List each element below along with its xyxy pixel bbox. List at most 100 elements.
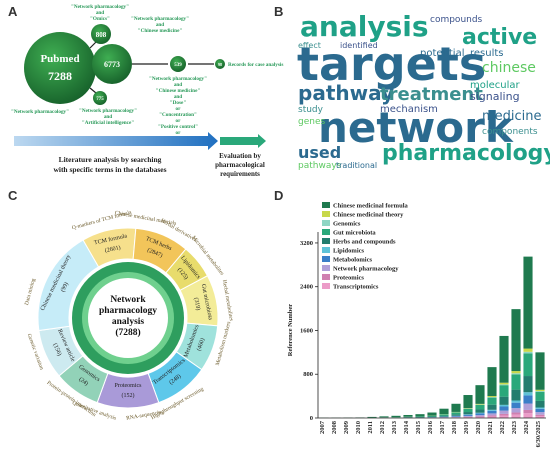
bar-segment [535, 400, 545, 408]
word: treatment [380, 84, 483, 105]
y-axis-label: Reference Number [287, 304, 294, 357]
bar-segment [391, 415, 401, 418]
word: effect [298, 41, 321, 50]
bar-segment [427, 412, 437, 416]
bar-segment [511, 412, 521, 415]
bar-segment [439, 415, 449, 417]
step-arrow [14, 132, 218, 150]
bar-segment [523, 256, 533, 349]
bar-segment [535, 414, 545, 417]
segment-count: (2601) [104, 244, 121, 254]
pubmed-count: 7288 [48, 69, 72, 83]
legend-swatch [322, 220, 330, 226]
x-tick-label: 2022 [499, 421, 506, 434]
word: molecular [470, 80, 521, 91]
bar-segment [463, 395, 473, 409]
word: chinese [482, 60, 536, 76]
bar-segment [535, 389, 545, 392]
word: pharmacology [382, 141, 550, 166]
x-tick-label: 2012 [379, 421, 386, 434]
bar-segment [511, 309, 521, 372]
word: components [482, 127, 538, 137]
x-tick-label: 2013 [391, 420, 398, 434]
bar-segment [523, 376, 533, 393]
query: "Network pharmacology" [149, 76, 207, 82]
bar-segment [427, 416, 437, 418]
arrow [89, 87, 97, 94]
segment-count: (156) [51, 342, 63, 357]
x-tick-label: 2010 [355, 421, 362, 434]
count: 775 [96, 97, 104, 102]
y-tick-label: 2400 [300, 284, 313, 291]
center [88, 278, 168, 358]
center-text: pharmacology [99, 306, 157, 316]
bar-segment [523, 409, 533, 414]
bar-segment [523, 403, 533, 410]
x-tick-label: 2009 [343, 420, 350, 434]
x-tick-label: 2014 [403, 420, 410, 434]
bar-segment [499, 384, 509, 386]
segment-count: (152) [122, 392, 135, 399]
bar-segment [499, 335, 509, 383]
panel-label: C [8, 188, 18, 203]
word: network [318, 103, 514, 152]
bar-segment [499, 410, 509, 414]
word: potential [420, 48, 464, 59]
query: or [176, 106, 182, 112]
query: and [174, 94, 182, 100]
bar-segment [451, 414, 461, 416]
bar-segment [475, 412, 485, 414]
count-circle [215, 59, 225, 69]
bar-segment [487, 367, 497, 397]
center-text: (7288) [115, 327, 140, 338]
wordcloud: analysis compoundsactivetargetschineseres… [297, 10, 550, 171]
bar-segment [451, 412, 461, 415]
word: mechanism [380, 104, 438, 115]
bar-segment [535, 391, 545, 401]
outer-label: RNA-sequencing [126, 409, 165, 422]
bar-segment [499, 385, 509, 397]
bar-segment [367, 416, 377, 418]
bar-segment [511, 402, 521, 409]
query: "Concentration" [159, 112, 197, 118]
bar-segment [523, 348, 533, 352]
word: signaling [470, 90, 520, 103]
y-tick-label: 0 [310, 415, 313, 422]
bar-segment [511, 374, 521, 390]
word: pathway [298, 81, 394, 105]
bar-segment [475, 416, 485, 418]
x-tick-label: 2019 [463, 420, 470, 434]
legend-label: Chinese medicinal formula [333, 203, 408, 210]
word: genes [298, 117, 325, 127]
bar-segment [511, 414, 521, 418]
count: 808 [96, 31, 107, 39]
bar-segment [511, 373, 521, 375]
y-tick-label: 800 [303, 371, 313, 378]
bar-segment [487, 396, 497, 398]
bar-segment [487, 410, 497, 414]
bar-segment [535, 407, 545, 409]
step-text: pharmacological [215, 161, 265, 169]
legend-swatch [322, 274, 330, 280]
bar-segment [451, 416, 461, 417]
step-text: requirements [220, 170, 260, 178]
bar-segment [463, 412, 473, 415]
y-tick-label: 1600 [300, 327, 313, 334]
panel-label: A [8, 4, 18, 19]
count: 6773 [104, 60, 120, 69]
segment [37, 239, 100, 332]
bar-segment [487, 416, 497, 418]
count-circle [93, 91, 107, 105]
bar-segment [511, 371, 521, 374]
bar-segment [499, 406, 509, 411]
count: 98 [218, 62, 222, 67]
query: and [96, 10, 104, 16]
x-tick-label: 2007 [319, 420, 326, 434]
outer-label: Herbal metabolites [221, 279, 234, 321]
word: identified [340, 41, 378, 50]
legend-swatch [322, 283, 330, 289]
bar-segment [475, 404, 485, 410]
bar-chart: Reference Number 0 800 1600 2400 3200 2007 200… [287, 202, 546, 447]
